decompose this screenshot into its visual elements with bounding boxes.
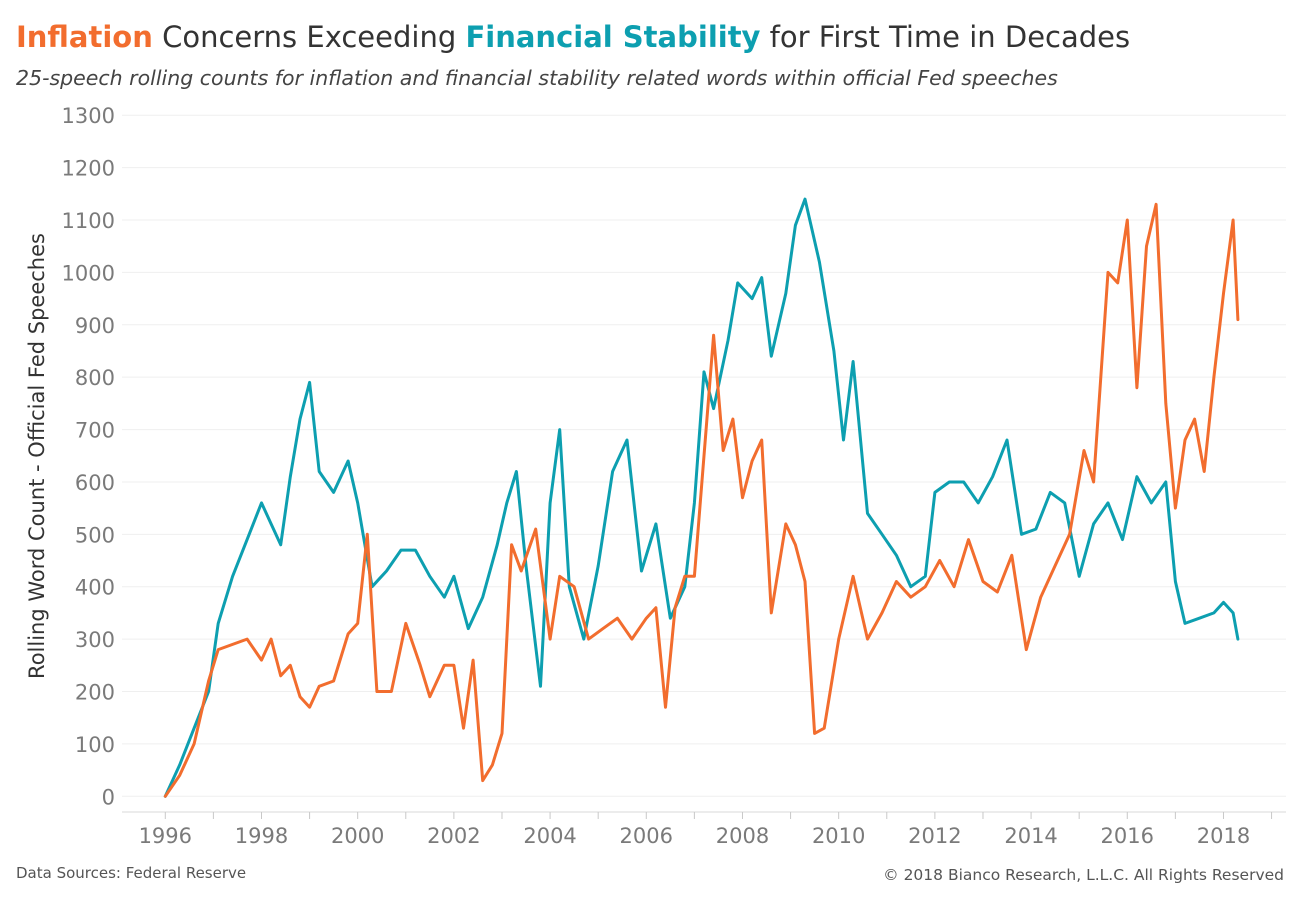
y-tick-label: 1200 xyxy=(62,157,115,181)
y-tick-label: 900 xyxy=(75,314,115,338)
copyright-note: © 2018 Bianco Research, L.L.C. All Right… xyxy=(883,866,1284,884)
y-tick-label: 800 xyxy=(75,366,115,390)
financial-stability-line xyxy=(163,197,1240,798)
y-tick-label: 1100 xyxy=(62,209,115,233)
x-tick-label: 2014 xyxy=(1004,824,1057,848)
series-lines xyxy=(163,197,1240,798)
y-axis-label: Rolling Word Count - Official Fed Speech… xyxy=(25,233,49,679)
x-tick-label: 2016 xyxy=(1101,824,1154,848)
y-tick-label: 1300 xyxy=(62,104,115,128)
x-tick-label: 1996 xyxy=(139,824,192,848)
x-tick-marks xyxy=(164,812,1273,819)
inflation-line xyxy=(163,202,1240,798)
y-tick-label: 600 xyxy=(75,471,115,495)
x-tick-label: 2002 xyxy=(427,824,480,848)
y-tick-label: 700 xyxy=(75,419,115,443)
y-tick-label: 200 xyxy=(75,681,115,705)
y-tick-label: 0 xyxy=(102,785,115,809)
tick-labels: 0 100 200 300 400 500 600 700 800 900 1000 1100 1200… xyxy=(62,104,1251,848)
y-tick-label: 500 xyxy=(75,523,115,547)
x-tick-label: 2012 xyxy=(908,824,961,848)
grid-lines xyxy=(122,114,1286,813)
x-tick-label: 2004 xyxy=(523,824,576,848)
y-tick-label: 1000 xyxy=(62,261,115,285)
y-tick-label: 400 xyxy=(75,576,115,600)
x-tick-label: 2010 xyxy=(812,824,865,848)
y-tick-label: 100 xyxy=(75,733,115,757)
x-tick-label: 2006 xyxy=(620,824,673,848)
chart-subtitle: 25-speech rolling counts for inflation a… xyxy=(16,66,1058,90)
y-tick-label: 300 xyxy=(75,628,115,652)
x-tick-label: 2008 xyxy=(716,824,769,848)
chart-title: Inflation Concerns Exceeding Financial S… xyxy=(16,20,1130,54)
title-text-end: for First Time in Decades xyxy=(760,20,1131,54)
data-source-note: Data Sources: Federal Reserve xyxy=(16,864,247,882)
title-financial-stability-word: Financial Stability xyxy=(465,20,761,54)
x-tick-label: 2018 xyxy=(1197,824,1250,848)
title-text-middle: Concerns Exceeding xyxy=(152,20,466,54)
x-tick-label: 2000 xyxy=(331,824,384,848)
title-inflation-word: Inflation xyxy=(16,20,153,54)
x-tick-label: 1998 xyxy=(235,824,288,848)
